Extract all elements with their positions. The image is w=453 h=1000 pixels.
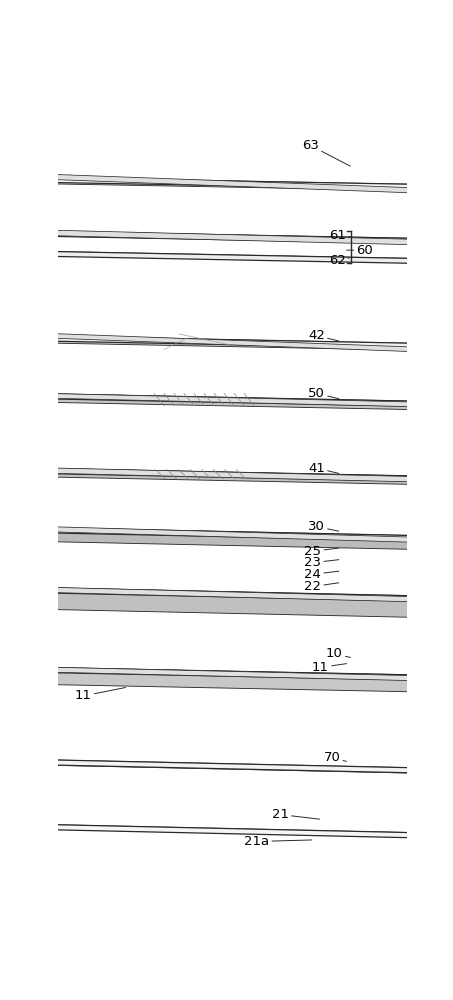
Polygon shape [0, 802, 453, 862]
Text: 42: 42 [308, 329, 339, 342]
Text: 60: 60 [347, 244, 373, 257]
Polygon shape [0, 443, 453, 506]
Polygon shape [0, 564, 453, 644]
Polygon shape [0, 737, 453, 799]
Text: 11: 11 [75, 687, 125, 702]
Polygon shape [0, 225, 453, 293]
Text: 30: 30 [308, 520, 339, 533]
Polygon shape [0, 443, 453, 514]
Polygon shape [0, 646, 453, 700]
Text: 41: 41 [308, 462, 339, 475]
Polygon shape [0, 737, 453, 794]
Polygon shape [0, 564, 453, 623]
Polygon shape [0, 204, 453, 270]
Text: 61: 61 [329, 229, 350, 242]
Text: 22: 22 [304, 580, 339, 593]
Text: 62: 62 [329, 254, 349, 267]
Text: 10: 10 [326, 647, 350, 660]
Polygon shape [0, 512, 453, 555]
Polygon shape [0, 309, 453, 374]
Polygon shape [0, 569, 453, 618]
Text: 70: 70 [323, 751, 347, 764]
Text: 25: 25 [304, 545, 339, 558]
Polygon shape [0, 802, 453, 858]
Polygon shape [0, 447, 453, 501]
Polygon shape [0, 225, 453, 289]
Polygon shape [0, 325, 453, 359]
Text: 24: 24 [304, 568, 339, 581]
Polygon shape [0, 204, 453, 275]
Text: 11: 11 [312, 661, 347, 674]
Text: 23: 23 [304, 556, 339, 569]
Polygon shape [0, 212, 453, 262]
Polygon shape [0, 368, 453, 440]
Polygon shape [0, 373, 453, 426]
Text: 63: 63 [302, 139, 350, 166]
Polygon shape [0, 368, 453, 431]
Polygon shape [0, 641, 453, 721]
Text: 21: 21 [272, 808, 319, 821]
Polygon shape [0, 148, 453, 218]
Polygon shape [0, 504, 453, 577]
Polygon shape [0, 309, 453, 381]
Polygon shape [0, 641, 453, 704]
Polygon shape [0, 148, 453, 224]
Text: 21a: 21a [244, 835, 312, 848]
Polygon shape [0, 504, 453, 563]
Text: 50: 50 [308, 387, 339, 400]
Polygon shape [0, 166, 453, 200]
